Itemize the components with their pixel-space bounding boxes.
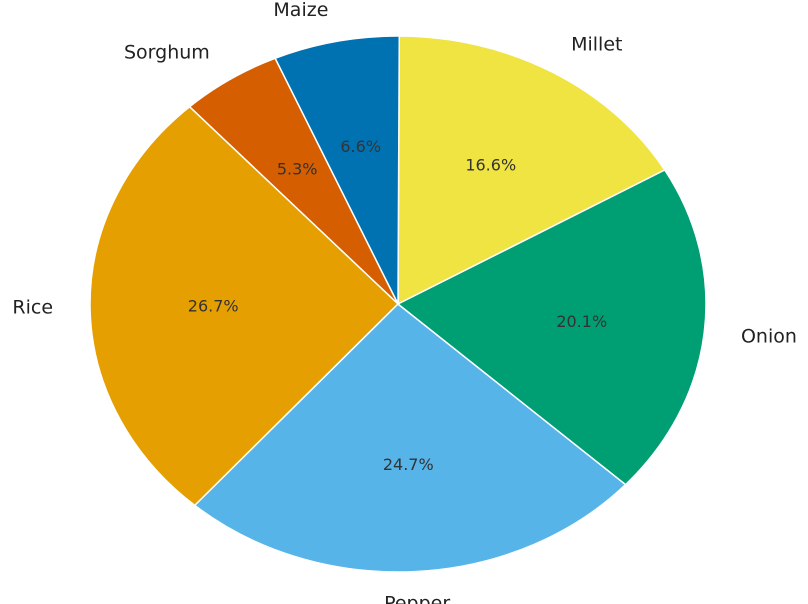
category-label-onion: Onion [741, 325, 797, 347]
pie-slice-millet [397, 35, 666, 306]
pie-slice-pepper [193, 302, 627, 573]
labels-layer: 16.6% Millet 6.6% Maize 5.3% Sorghum 26.7% Rice… [12, 0, 796, 604]
pct-label-pepper: 24.7% [383, 455, 434, 474]
category-label-rice: Rice [12, 296, 53, 318]
category-label-maize: Maize [273, 0, 328, 21]
category-label-pepper: Pepper [384, 593, 450, 604]
pct-label-rice: 26.7% [188, 296, 239, 315]
pie-slice-maize [274, 35, 401, 305]
category-label-sorghum: Sorghum [124, 41, 210, 63]
pct-label-onion: 20.1% [556, 312, 607, 331]
pct-label-maize: 6.6% [340, 137, 381, 156]
pie-slice-onion [396, 169, 707, 486]
pct-label-sorghum: 5.3% [277, 160, 318, 179]
pct-label-millet: 16.6% [465, 155, 516, 174]
slices-layer [89, 35, 707, 573]
category-label-millet: Millet [571, 33, 622, 55]
pie-slice-rice [89, 105, 400, 507]
